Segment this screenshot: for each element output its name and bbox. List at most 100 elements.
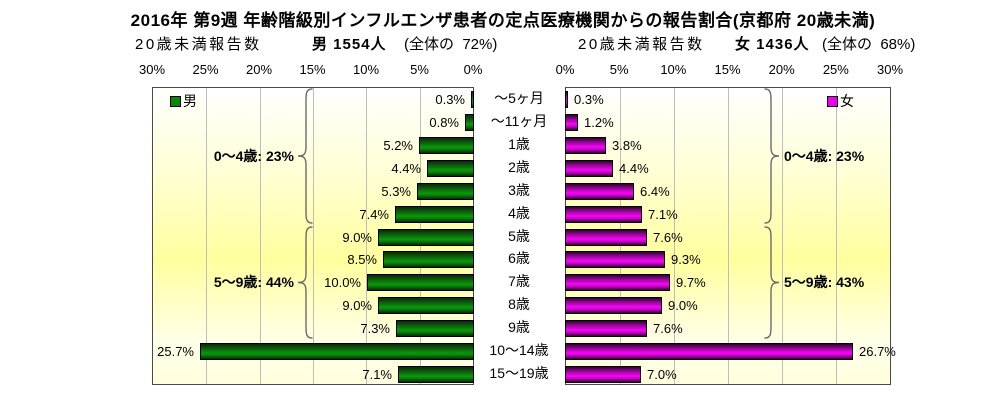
male-bar	[378, 297, 474, 314]
female-bar-value: 1.2%	[584, 115, 614, 130]
female-axis-tick: 20%	[768, 62, 795, 77]
female-plot-area: 0.3% 1.2% 3.8% 4.4% 6.4% 7.1% 7.6% 9.3% 9.7% 9.0%…	[565, 87, 896, 385]
female-bar	[565, 160, 613, 177]
male-bar	[419, 137, 474, 154]
male-bar-value: 0.8%	[429, 115, 459, 130]
male-legend: 男	[170, 93, 197, 109]
male-bar	[471, 91, 474, 108]
category-label: 2歳	[508, 159, 530, 175]
female-axis-tick: 25%	[822, 62, 849, 77]
female-bar-value: 6.4%	[640, 184, 670, 199]
category-label: 15〜19歳	[489, 365, 549, 381]
male-brace-icon	[297, 226, 313, 339]
female-gridline	[836, 88, 837, 384]
male-total-percent: (全体の 72%)	[404, 36, 498, 53]
female-bar-value: 0.3%	[574, 92, 604, 107]
female-axis-tick: 30%	[876, 62, 904, 77]
male-bar-value: 7.4%	[359, 207, 389, 222]
male-axis-tick: 25%	[192, 62, 219, 77]
male-axis-tick: 0%	[463, 62, 483, 77]
female-legend-swatch-icon	[827, 95, 838, 107]
male-group-annotation: 5〜9歳: 44%	[213, 274, 294, 290]
male-plot-area: 0.3% 0.8% 5.2% 4.4% 5.3% 7.4% 9.0% 8.5% 10.0% 9.0…	[152, 87, 474, 385]
male-bar-value: 5.3%	[381, 184, 411, 199]
female-brace-icon	[764, 88, 780, 224]
female-bar-value: 9.3%	[671, 252, 701, 267]
male-bar-value: 5.2%	[383, 138, 413, 153]
female-total-percent: (全体の 68%)	[822, 36, 916, 53]
male-gridline	[313, 88, 314, 384]
category-label: 1歳	[508, 136, 530, 152]
female-report-count-caption: 20歳未満報告数	[578, 36, 705, 53]
female-bar	[565, 183, 634, 200]
female-bar-value: 3.8%	[612, 138, 642, 153]
male-axis-tick: 20%	[245, 62, 273, 77]
female-brace-icon	[764, 226, 780, 339]
male-bar	[367, 274, 474, 291]
female-bar-value: 7.1%	[648, 207, 678, 222]
male-bar-value: 4.4%	[391, 161, 421, 176]
category-label: 4歳	[508, 205, 530, 221]
male-bar	[417, 183, 474, 200]
male-axis-tick: 10%	[352, 62, 380, 77]
male-bar	[395, 206, 474, 223]
female-group-annotation: 5〜9歳: 43%	[784, 274, 865, 290]
male-bar	[398, 366, 474, 383]
male-bar	[427, 160, 474, 177]
female-gridline	[728, 88, 729, 384]
female-gridline	[782, 88, 783, 384]
male-gridline	[206, 88, 208, 384]
female-bar-value: 9.0%	[668, 298, 698, 313]
male-axis-tick: 30%	[138, 62, 166, 77]
female-bar	[565, 343, 853, 360]
male-bar	[383, 251, 474, 268]
female-axis-tick: 5%	[609, 62, 629, 77]
category-label: 10〜14歳	[489, 342, 549, 358]
female-axis-tick: 0%	[555, 62, 575, 77]
male-bar	[378, 229, 474, 246]
female-bar	[565, 366, 641, 383]
female-bar-value: 7.6%	[653, 230, 683, 245]
category-label: 9歳	[508, 319, 530, 335]
chart-title: 2016年 第9週 年齢階級別インフルエンザ患者の定点医療機関からの報告割合(京…	[130, 11, 876, 30]
category-label: 3歳	[508, 182, 530, 198]
female-axis-tick: 10%	[660, 62, 687, 77]
male-legend-label: 男	[183, 93, 197, 109]
female-bar-value: 26.7%	[859, 344, 896, 359]
male-bar	[396, 320, 474, 337]
category-label: 8歳	[508, 296, 530, 312]
male-bar-value: 0.3%	[435, 92, 465, 107]
female-bar	[565, 297, 662, 314]
male-count: 男 1554人	[312, 36, 387, 53]
male-bar-value: 25.7%	[157, 344, 194, 359]
female-bar	[565, 320, 647, 337]
male-bar-value: 7.3%	[360, 321, 390, 336]
female-bar	[565, 114, 578, 131]
male-report-count-caption: 20歳未満報告数	[135, 36, 262, 53]
male-bar-value: 10.0%	[324, 275, 361, 290]
male-brace-icon	[297, 88, 313, 224]
male-axis-tick: 5%	[410, 62, 429, 77]
category-label: 5歳	[508, 228, 530, 244]
female-gridline	[674, 88, 675, 384]
male-legend-swatch-icon	[170, 95, 181, 107]
male-gridline	[259, 88, 261, 384]
male-gridline	[366, 88, 368, 384]
female-bar-value: 7.6%	[653, 321, 683, 336]
female-bar	[565, 229, 647, 246]
female-bar	[565, 137, 606, 154]
female-legend: 女	[827, 94, 854, 108]
female-count: 女 1436人	[735, 36, 810, 53]
category-label: 6歳	[508, 250, 530, 266]
male-bar	[200, 343, 474, 360]
male-group-annotation: 0〜4歳: 23%	[213, 148, 294, 164]
female-bar-value: 7.0%	[647, 367, 677, 382]
male-bar-value: 7.1%	[362, 367, 392, 382]
category-label: 7歳	[508, 273, 530, 289]
female-bar	[565, 206, 642, 223]
female-bar-value: 9.7%	[676, 275, 706, 290]
male-bar	[465, 114, 474, 131]
female-bar-value: 4.4%	[619, 161, 649, 176]
female-bar	[565, 251, 665, 268]
